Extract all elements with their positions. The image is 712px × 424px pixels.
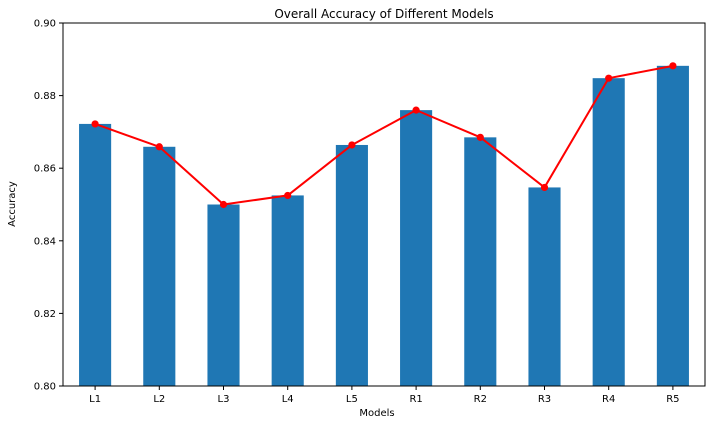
line-point-r1	[412, 106, 420, 114]
x-tick-label-r3: R3	[538, 394, 551, 405]
y-tick-label-0.84: 0.84	[34, 236, 56, 247]
x-tick-label-r5: R5	[666, 394, 679, 405]
x-tick-label-r1: R1	[409, 394, 422, 405]
x-ticks-group: L1 L2 L3 L4 L5 R1 R2 R3 R4 R5	[89, 386, 680, 405]
line-layer	[91, 62, 677, 209]
y-ticks-group: 0.80 0.82 0.84 0.86 0.88 0.90	[34, 19, 63, 393]
line-point-l3	[219, 200, 228, 209]
x-tick-label-l1: L1	[89, 394, 101, 405]
x-tick-label-l5: L5	[346, 394, 358, 405]
bar-r3	[528, 187, 561, 386]
y-tick-label-0.88: 0.88	[34, 91, 56, 102]
y-tick-label-0.80: 0.80	[34, 382, 56, 393]
line-point-l4	[284, 191, 292, 200]
bar-l1	[79, 123, 112, 386]
line-point-r2	[476, 133, 484, 141]
y-tick-label-0.82: 0.82	[34, 309, 56, 320]
y-tick-label-0.86: 0.86	[34, 164, 56, 175]
line-point-l5	[348, 141, 356, 149]
bar-l4	[271, 195, 304, 386]
plot-frame	[62, 22, 706, 387]
line-point-l2	[155, 143, 163, 151]
y-axis-label: Accuracy	[7, 181, 18, 227]
x-tick-label-r2: R2	[474, 394, 487, 405]
x-tick-label-l4: L4	[282, 394, 294, 405]
x-axis-label: Models	[359, 408, 394, 419]
bar-r1	[400, 110, 433, 387]
line-point-l1	[91, 120, 99, 128]
bar-r4	[592, 78, 625, 387]
bars-group	[79, 65, 689, 387]
line-point-r5	[669, 62, 677, 70]
y-tick-label-0.90: 0.90	[34, 19, 56, 30]
x-tick-label-l2: L2	[153, 394, 165, 405]
line-point-r4	[605, 74, 613, 82]
accuracy-line	[94, 64, 674, 206]
x-tick-label-r4: R4	[602, 394, 615, 405]
plot-area: L1 L2 L3 L4 L5 R1 R2 R3 R4 R5 0.800.820.840.860.8…	[34, 19, 706, 405]
bar-l3	[207, 204, 240, 386]
bar-r2	[464, 137, 497, 386]
chart-title: Overall Accuracy of Different Models	[274, 7, 493, 21]
bar-r5	[656, 65, 689, 387]
line-point-r3	[540, 183, 549, 192]
bar-l5	[335, 144, 368, 386]
axes-group	[62, 22, 706, 387]
bar-l2	[143, 146, 176, 386]
x-tick-label-l3: L3	[218, 394, 230, 405]
